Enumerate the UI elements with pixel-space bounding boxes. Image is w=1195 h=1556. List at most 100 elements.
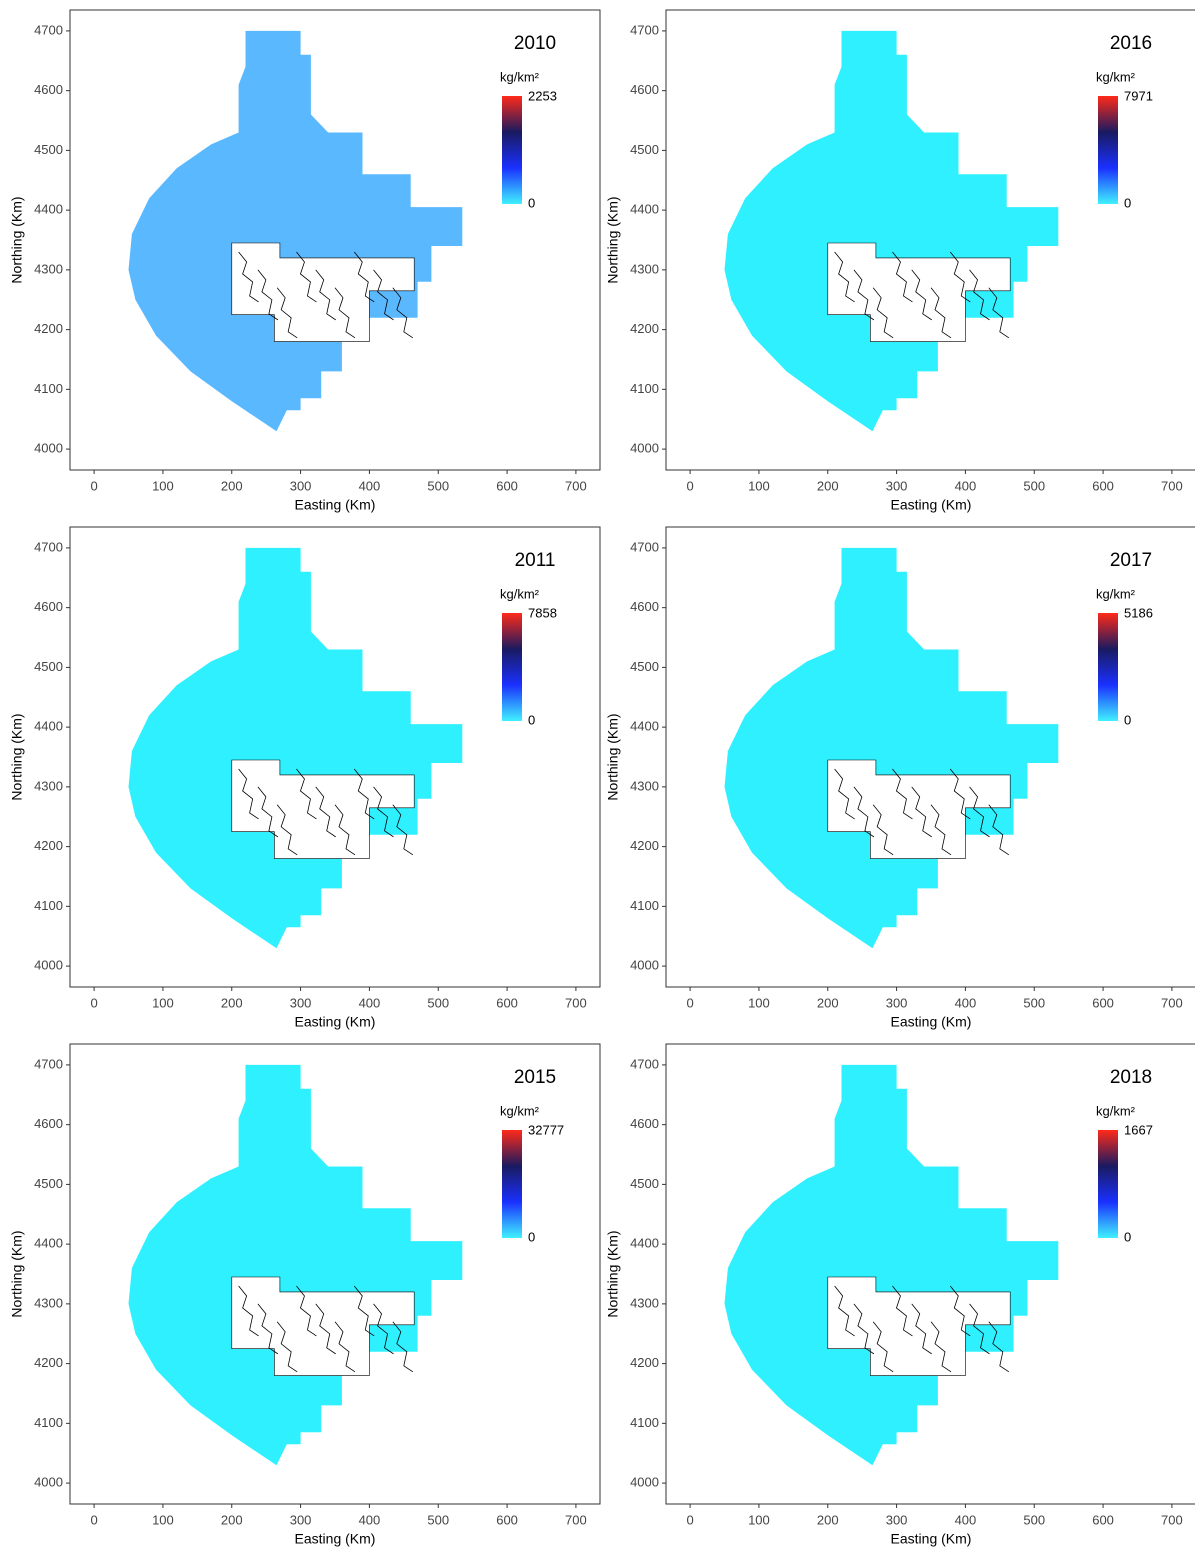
x-tick-label: 600: [1092, 478, 1114, 493]
region: [128, 547, 463, 949]
colorbar-min-label: 0: [1124, 712, 1131, 727]
coastline: [949, 768, 971, 820]
x-tick-label: 500: [1023, 1512, 1045, 1527]
coastline: [834, 1285, 855, 1337]
y-tick-label: 4200: [34, 321, 63, 336]
y-tick-label: 4600: [630, 82, 659, 97]
coastline: [834, 768, 855, 820]
x-tick-label: 700: [1161, 995, 1183, 1010]
x-tick-label: 600: [496, 1512, 518, 1527]
y-tick-label: 4000: [34, 958, 63, 973]
coastline: [892, 1285, 913, 1337]
region: [128, 30, 463, 432]
colorbar: [1098, 613, 1118, 721]
coastline: [257, 786, 279, 838]
legend-title: kg/km²: [1096, 1103, 1136, 1118]
x-tick-label: 400: [955, 995, 977, 1010]
x-axis-title: Easting (Km): [295, 1531, 376, 1547]
panel-title: 2010: [514, 33, 556, 54]
y-tick-label: 4200: [630, 321, 659, 336]
colorbar-max-label: 5186: [1124, 605, 1153, 620]
panel-title: 2016: [1110, 33, 1152, 54]
panel-title: 2018: [1110, 1067, 1152, 1088]
colorbar-min-label: 0: [528, 712, 535, 727]
coastline: [872, 287, 894, 339]
coastline: [315, 786, 336, 838]
x-tick-label: 200: [221, 995, 243, 1010]
y-tick-label: 4300: [630, 261, 659, 276]
y-tick-label: 4000: [630, 441, 659, 456]
coastline: [373, 1303, 394, 1355]
x-tick-label: 100: [748, 1512, 770, 1527]
region: [724, 30, 1059, 432]
region: [724, 547, 1059, 949]
coastline: [296, 768, 317, 820]
coastline: [353, 1285, 375, 1337]
legend-title: kg/km²: [1096, 586, 1136, 601]
land: [231, 759, 415, 859]
coastline: [969, 1303, 990, 1355]
plot-border: [665, 526, 1195, 988]
y-tick-label: 4700: [34, 1056, 63, 1071]
coastline: [257, 269, 279, 321]
x-tick-label: 0: [686, 995, 693, 1010]
coastline: [238, 1285, 259, 1337]
x-axis-title: Easting (Km): [891, 1014, 972, 1030]
colorbar: [502, 1130, 522, 1238]
y-axis-title: Northing (Km): [9, 1230, 25, 1317]
x-tick-label: 600: [1092, 995, 1114, 1010]
coastline: [853, 269, 875, 321]
coastline: [257, 1303, 279, 1355]
y-axis-title: Northing (Km): [605, 713, 621, 800]
x-tick-label: 700: [565, 995, 587, 1010]
x-tick-label: 600: [496, 478, 518, 493]
y-tick-label: 4000: [34, 1475, 63, 1490]
y-tick-label: 4600: [34, 1116, 63, 1131]
x-tick-label: 400: [359, 995, 381, 1010]
x-tick-label: 0: [90, 478, 97, 493]
x-axis-title: Easting (Km): [891, 1531, 972, 1547]
y-axis-title: Northing (Km): [9, 196, 25, 283]
x-tick-label: 700: [1161, 1512, 1183, 1527]
coastline: [988, 287, 1010, 339]
coastline: [373, 269, 394, 321]
x-tick-label: 100: [152, 995, 174, 1010]
coastline: [315, 1303, 336, 1355]
y-tick-label: 4700: [630, 22, 659, 37]
x-tick-label: 100: [152, 1512, 174, 1527]
coastline: [334, 804, 356, 856]
colorbar-max-label: 7858: [528, 605, 557, 620]
x-tick-label: 300: [886, 478, 908, 493]
panel-title: 2011: [515, 550, 556, 571]
x-tick-label: 400: [955, 478, 977, 493]
coastline: [988, 1321, 1010, 1373]
x-tick-label: 400: [359, 1512, 381, 1527]
x-tick-label: 500: [427, 478, 449, 493]
coastline: [276, 804, 298, 856]
y-tick-label: 4400: [630, 202, 659, 217]
coastline: [353, 768, 375, 820]
y-axis-title: Northing (Km): [605, 196, 621, 283]
coastline: [892, 768, 913, 820]
legend-title: kg/km²: [1096, 69, 1136, 84]
y-tick-label: 4100: [630, 381, 659, 396]
y-tick-label: 4000: [630, 958, 659, 973]
coastline: [296, 1285, 317, 1337]
x-tick-label: 500: [427, 1512, 449, 1527]
y-tick-label: 4400: [34, 202, 63, 217]
y-tick-label: 4300: [34, 261, 63, 276]
y-tick-label: 4500: [34, 1176, 63, 1191]
colorbar-min-label: 0: [1124, 195, 1131, 210]
x-tick-label: 700: [565, 478, 587, 493]
panel: 0 100 200 300 400 500 600 700 4000 4100 4200 4300 44…: [605, 9, 1195, 513]
y-tick-label: 4400: [34, 1236, 63, 1251]
y-tick-label: 4500: [34, 659, 63, 674]
y-tick-label: 4700: [34, 22, 63, 37]
x-tick-label: 300: [290, 995, 312, 1010]
x-axis-title: Easting (Km): [295, 497, 376, 513]
x-tick-label: 500: [1023, 995, 1045, 1010]
panel: 0 100 200 300 400 500 600 700 4000 4100 4200 4300 44…: [605, 1043, 1195, 1547]
coastline: [911, 1303, 932, 1355]
x-tick-label: 0: [90, 1512, 97, 1527]
